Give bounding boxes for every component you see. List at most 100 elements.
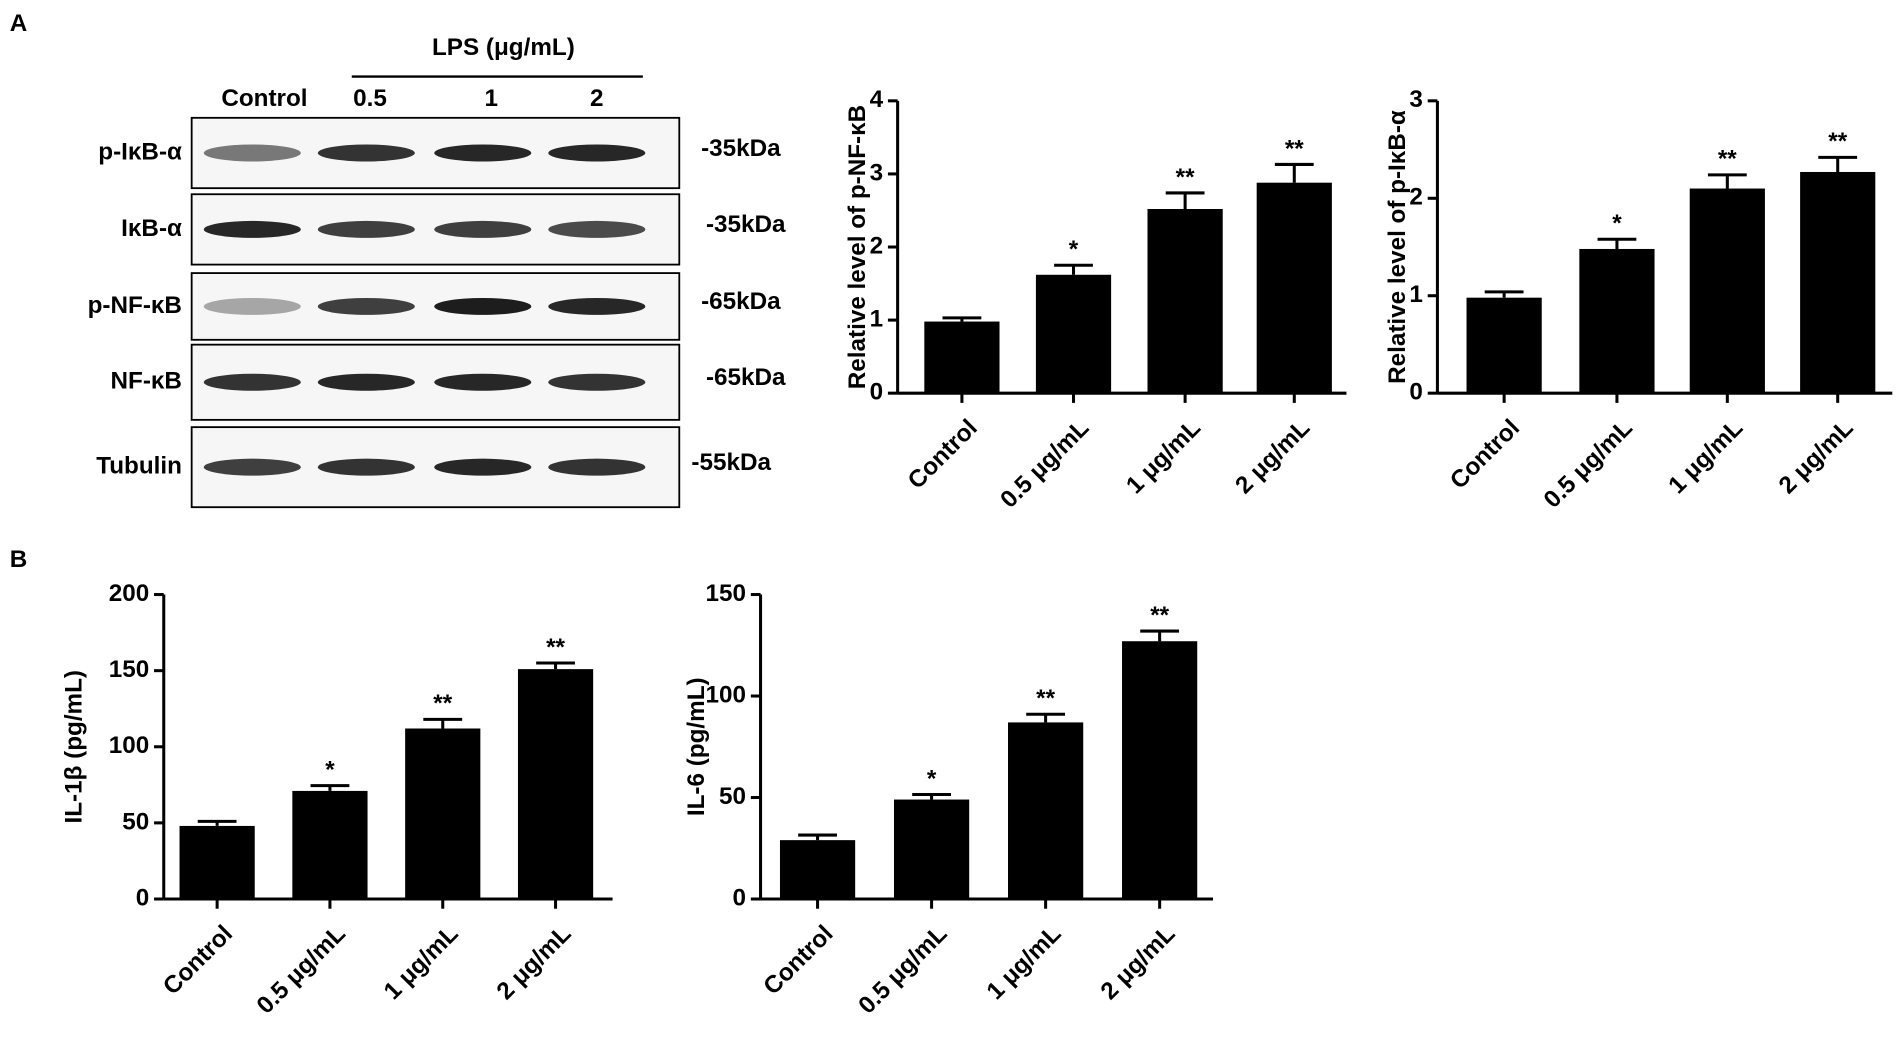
y-tick-label: 100 <box>706 681 746 708</box>
blot-band <box>317 297 415 315</box>
significance: ** <box>1285 135 1304 162</box>
blot-band <box>317 220 415 238</box>
blot-row-label: p-IκB-α <box>98 138 182 165</box>
significance: * <box>1069 236 1079 263</box>
error-bar <box>1597 237 1637 249</box>
bar <box>1008 722 1084 900</box>
blot-band <box>203 144 301 162</box>
blot-band <box>434 297 532 315</box>
lane-label: 1 <box>485 85 499 112</box>
blot-band <box>203 297 301 315</box>
bar <box>1147 209 1223 394</box>
significance: ** <box>546 634 565 661</box>
error-bar <box>1274 162 1314 183</box>
error-bar <box>310 784 350 791</box>
blot-size-label: -35kDa <box>701 135 781 162</box>
blot-header: LPS (μg/mL) <box>432 34 575 61</box>
blot-row-label: NF-κB <box>111 368 182 395</box>
bar <box>292 790 368 900</box>
blot-band <box>203 220 301 238</box>
x-tick-label: 0.5 μg/mL <box>252 920 351 1019</box>
significance: ** <box>1176 164 1195 191</box>
x-tick-label: 0.5 μg/mL <box>995 414 1094 513</box>
x-tick-label: 1 μg/mL <box>379 920 464 1005</box>
blot-size-label: -55kDa <box>691 449 771 476</box>
significance: ** <box>1828 128 1847 155</box>
x-tick-label: 2 μg/mL <box>492 920 577 1005</box>
blot-size-label: -65kDa <box>706 364 786 391</box>
y-tick-label: 1 <box>1409 281 1423 308</box>
blot-band <box>317 373 415 391</box>
y-tick-label: 3 <box>870 159 884 186</box>
x-tick-label: 1 μg/mL <box>982 920 1067 1005</box>
y-tick-label: 0 <box>136 884 150 911</box>
error-bar <box>1165 191 1205 210</box>
bar <box>1256 182 1332 394</box>
y-axis-label: Relative level of p-NF-κB <box>844 105 871 389</box>
panel-label: A <box>10 10 28 37</box>
bar <box>779 840 856 900</box>
blot-band <box>548 144 646 162</box>
y-tick-label: 2 <box>870 232 884 259</box>
y-tick-label: 3 <box>1409 86 1423 113</box>
y-tick-label: 0 <box>1409 379 1423 406</box>
blot-band <box>317 144 415 162</box>
bar <box>405 728 481 900</box>
significance: ** <box>1718 146 1737 173</box>
blot-band <box>548 297 646 315</box>
y-tick-label: 1 <box>870 305 884 332</box>
significance: ** <box>1036 685 1055 712</box>
error-bar <box>912 792 951 800</box>
blot-band <box>434 144 532 162</box>
significance: ** <box>1150 602 1169 629</box>
blot-band <box>548 373 646 391</box>
error-bar <box>1054 263 1093 275</box>
error-bar <box>423 717 463 729</box>
lane-label: 0.5 <box>353 85 387 112</box>
x-tick-label: Control <box>903 414 983 494</box>
panel-label: B <box>10 546 28 573</box>
y-tick-label: 200 <box>109 580 149 607</box>
x-tick-label: Control <box>1445 414 1525 494</box>
x-tick-label: Control <box>158 920 238 1000</box>
significance: * <box>1612 210 1622 237</box>
significance: ** <box>433 690 452 717</box>
x-tick-label: 1 μg/mL <box>1663 414 1748 499</box>
lane-label: 2 <box>590 85 604 112</box>
y-tick-label: 100 <box>109 732 149 759</box>
y-tick-label: 2 <box>1409 184 1423 211</box>
y-tick-label: 0 <box>733 884 747 911</box>
y-axis-label: IL-6 (pg/mL) <box>683 677 710 816</box>
significance: * <box>927 765 937 792</box>
error-bar <box>1818 155 1858 172</box>
y-tick-label: 150 <box>706 580 746 607</box>
bar <box>893 799 970 900</box>
blot-band <box>548 458 646 476</box>
blot-row-label: Tubulin <box>96 453 182 480</box>
y-tick-label: 50 <box>122 808 149 835</box>
blot-band <box>434 458 532 476</box>
y-axis-label: IL-1β (pg/mL) <box>61 670 88 824</box>
blot-band <box>434 220 532 238</box>
y-tick-label: 4 <box>870 86 884 113</box>
bar <box>924 321 1000 394</box>
bar <box>1466 297 1542 394</box>
x-tick-label: 2 μg/mL <box>1230 414 1315 499</box>
blot-row-label: IκB-α <box>121 215 182 242</box>
bar <box>1800 171 1876 394</box>
y-tick-label: 50 <box>719 783 746 810</box>
bar <box>1579 248 1655 394</box>
bar <box>517 669 594 900</box>
x-tick-label: 0.5 μg/mL <box>853 920 952 1019</box>
blot-band <box>203 373 301 391</box>
error-bar <box>798 833 837 841</box>
blot-row-label: p-NF-κB <box>88 292 182 319</box>
y-axis-label: Relative level of p-IκB-α <box>1384 110 1411 384</box>
bar <box>1689 188 1765 394</box>
blot-size-label: -65kDa <box>701 288 781 315</box>
bar <box>179 825 255 900</box>
blot-band <box>434 373 532 391</box>
error-bar <box>1484 290 1524 298</box>
